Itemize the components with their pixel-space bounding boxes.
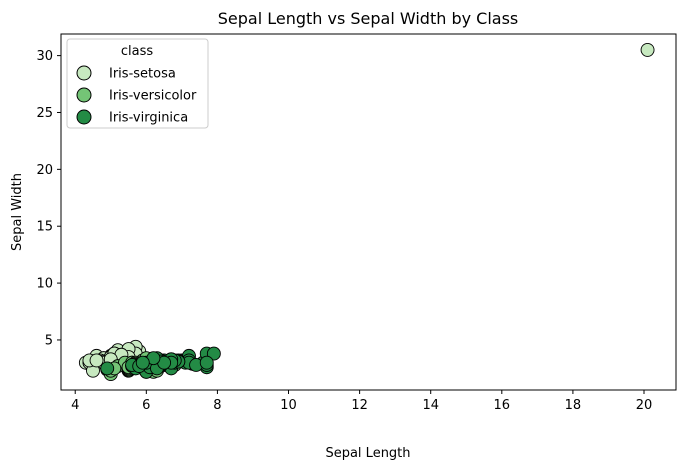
data-point-iris-virginica [206, 346, 221, 361]
chart-title: Sepal Length vs Sepal Width by Class [218, 9, 519, 28]
x-tick-label: 10 [280, 398, 297, 413]
points-layer [78, 42, 655, 382]
data-point-iris-virginica [199, 355, 214, 370]
legend-box [66, 38, 209, 129]
data-point-iris-virginica [100, 361, 115, 376]
legend-marker [76, 109, 92, 125]
x-tick-label: 14 [422, 398, 439, 413]
data-point-iris-setosa [640, 42, 655, 57]
x-tick-label: 4 [71, 398, 79, 413]
legend-title: class [121, 44, 153, 59]
y-tick-label: 10 [36, 277, 53, 292]
legend: class Iris-setosa Iris-versicolor Iris-vir… [66, 38, 209, 129]
y-axis-title: Sepal Width [10, 173, 25, 251]
x-tick-label: 8 [213, 398, 221, 413]
data-point-iris-setosa [89, 353, 104, 368]
x-axis: 4 6 8 10 12 14 16 18 20 [71, 390, 652, 413]
legend-marker [76, 87, 92, 103]
x-tick-label: 12 [351, 398, 368, 413]
x-tick-label: 6 [142, 398, 150, 413]
y-axis: 5 10 15 20 25 30 [36, 49, 61, 348]
x-tick-label: 20 [636, 398, 653, 413]
legend-label: Iris-setosa [109, 67, 176, 82]
legend-marker [76, 65, 92, 81]
y-tick-label: 20 [36, 163, 53, 178]
x-tick-label: 18 [565, 398, 582, 413]
y-tick-label: 30 [36, 49, 53, 64]
plot-frame [60, 33, 677, 391]
x-axis-title: Sepal Length [325, 446, 410, 461]
legend-entries: Iris-setosa Iris-versicolor Iris-virginica [76, 65, 197, 126]
data-point-iris-virginica [135, 355, 150, 370]
legend-label: Iris-virginica [109, 111, 188, 126]
legend-label: Iris-versicolor [109, 89, 197, 104]
x-tick-label: 16 [494, 398, 511, 413]
y-tick-label: 15 [36, 220, 53, 235]
y-tick-label: 5 [45, 333, 53, 348]
y-tick-label: 25 [36, 106, 53, 121]
